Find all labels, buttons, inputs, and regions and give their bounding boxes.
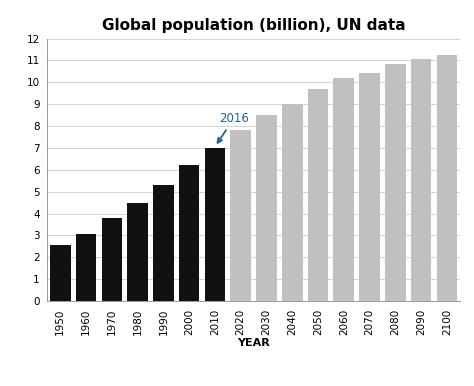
- Bar: [308, 89, 328, 301]
- Bar: [256, 115, 277, 301]
- Title: Global population (billion), UN data: Global population (billion), UN data: [102, 18, 405, 33]
- Bar: [50, 245, 71, 301]
- Bar: [411, 59, 431, 301]
- Bar: [385, 64, 406, 301]
- Bar: [230, 130, 251, 301]
- Bar: [437, 55, 457, 301]
- Bar: [101, 218, 122, 301]
- Bar: [153, 185, 173, 301]
- Bar: [76, 234, 96, 301]
- Bar: [334, 78, 354, 301]
- X-axis label: YEAR: YEAR: [237, 338, 270, 348]
- Text: 2016: 2016: [218, 112, 249, 143]
- Bar: [179, 166, 200, 301]
- Bar: [282, 104, 302, 301]
- Bar: [128, 203, 148, 301]
- Bar: [359, 73, 380, 301]
- Bar: [205, 148, 225, 301]
